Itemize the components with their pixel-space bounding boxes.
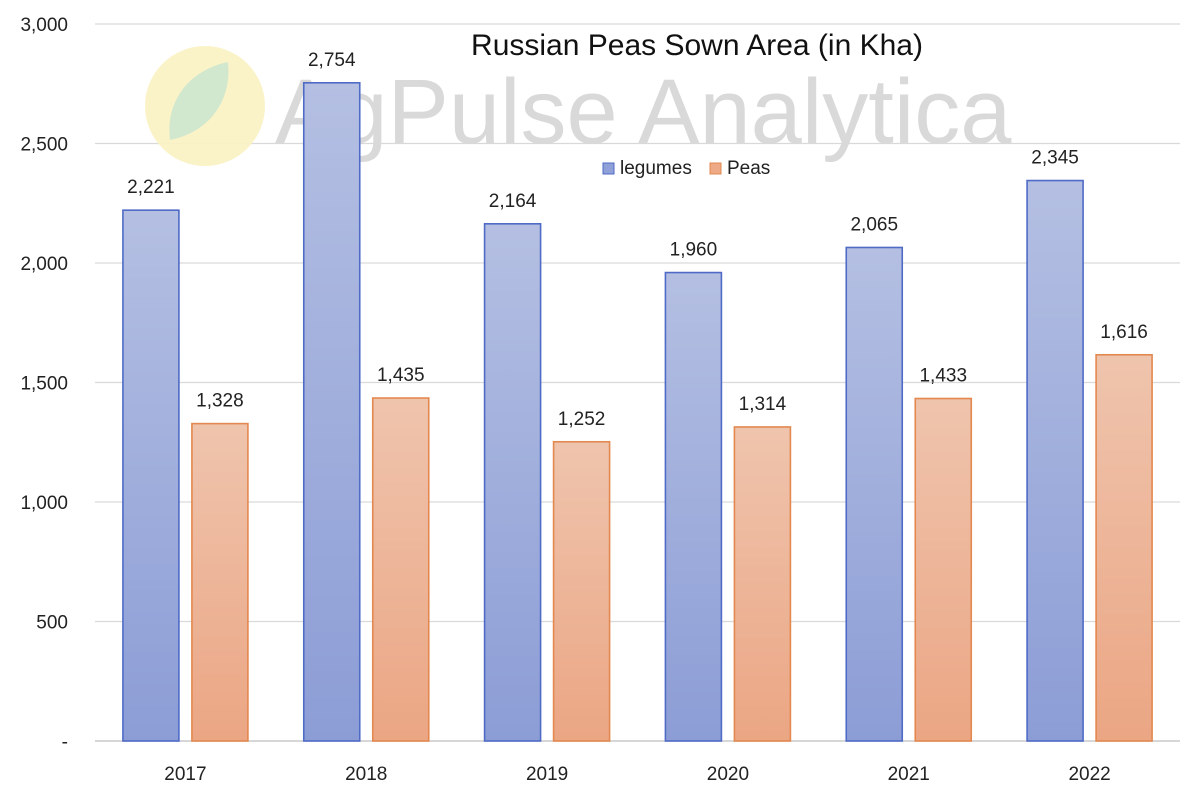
x-tick-label: 2020 — [707, 764, 749, 785]
y-tick-label: - — [62, 732, 68, 753]
y-tick-label: 1,500 — [20, 374, 68, 395]
y-tick-label: 1,000 — [20, 493, 68, 514]
x-tick-label: 2018 — [345, 764, 387, 785]
legend-label: Peas — [727, 158, 770, 179]
data-label: 1,252 — [558, 409, 606, 430]
data-label: 1,433 — [919, 366, 967, 387]
x-tick-label: 2022 — [1068, 764, 1110, 785]
bar-peas-2022 — [1095, 353, 1153, 742]
y-tick-label: 2,500 — [20, 135, 68, 156]
y-tick-label: 2,000 — [20, 254, 68, 275]
bar-peas-2021 — [914, 397, 973, 742]
bar-legumes-2018 — [302, 81, 361, 742]
legend-swatch — [602, 162, 615, 175]
chart-title: Russian Peas Sown Area (in Kha) — [471, 29, 923, 62]
y-tick-label: 500 — [36, 613, 68, 634]
data-label: 1,328 — [196, 391, 244, 412]
watermark-text: AgPulse Analytica — [275, 61, 1012, 163]
data-label: 2,221 — [127, 177, 175, 198]
data-label: 1,314 — [739, 394, 787, 415]
data-label: 1,616 — [1100, 322, 1148, 343]
legend-swatch — [709, 162, 722, 175]
x-tick-label: 2021 — [888, 764, 930, 785]
bar-legumes-2019 — [483, 223, 542, 742]
data-label: 2,345 — [1031, 148, 1079, 169]
bar-legumes-2017 — [122, 209, 180, 742]
gridlines — [95, 23, 1180, 742]
watermark-logo: AgPulse Analytica — [145, 46, 1012, 166]
watermark-leaf-icon — [169, 62, 229, 140]
legend-label: legumes — [620, 158, 692, 179]
data-label: 1,960 — [670, 240, 718, 261]
x-tick-label: 2019 — [526, 764, 568, 785]
y-axis: - 500 1,000 1,500 2,000 2,500 3,000 — [20, 15, 68, 753]
legend: legumes Peas — [602, 158, 770, 179]
bar-legumes-2022 — [1026, 179, 1084, 742]
y-tick-label: 3,000 — [20, 15, 68, 36]
bar-peas-2018 — [371, 397, 430, 742]
data-labels: 2,221 1,328 2,754 1,435 2,164 1,252 1,960 1,314… — [127, 50, 1148, 430]
data-label: 2,164 — [489, 191, 537, 212]
bar-legumes-2021 — [845, 246, 904, 742]
data-label: 2,065 — [850, 214, 898, 235]
x-axis: 2017 2018 2019 2020 2021 2022 — [164, 764, 1110, 785]
bar-legumes-2020 — [664, 271, 723, 742]
bar-series — [122, 81, 1153, 742]
x-tick-label: 2017 — [164, 764, 206, 785]
data-label: 2,754 — [308, 50, 356, 71]
bar-peas-2019 — [552, 440, 611, 742]
bar-peas-2017 — [191, 422, 249, 742]
data-label: 1,435 — [377, 365, 425, 386]
bar-peas-2020 — [733, 426, 792, 742]
